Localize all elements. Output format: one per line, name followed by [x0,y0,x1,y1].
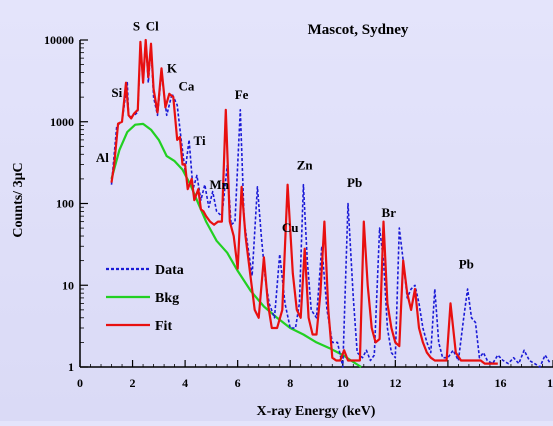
y-tick-label: 1000 [50,115,74,129]
peak-label: Si [111,85,122,100]
legend-label-bkg: Bkg [155,291,179,306]
peak-label: Cl [146,19,159,34]
annotations: Al Si S Cl KCa Ti Mn Fe Zn Cu Pb Br Pb [96,19,474,272]
series-line-bkg [110,122,362,368]
x-tick-label: 16 [494,376,506,390]
series-line-data [110,39,552,368]
x-axis-label: X-ray Energy (keV) [257,404,376,419]
axes: 0 2 4 6 8 10 12 14 16 18 1 10 100 1000 10000 [44,33,553,390]
y-tick-label: 10 [62,278,74,292]
y-axis-label: Counts/ 3μC [11,162,26,237]
y-tick-label: 100 [56,197,74,211]
peak-label: Br [382,205,397,220]
peak-label: Pb [459,257,474,272]
peak-label: Ca [178,79,194,94]
x-tick-label: 2 [130,376,136,390]
peak-label: Ti [194,133,206,148]
y-tick-label: 1 [68,360,74,374]
x-tick-label: 4 [182,376,188,390]
peak-label: S [133,19,140,34]
x-tick-label: 14 [442,376,454,390]
peak-label: Pb [347,175,362,190]
y-tick-label: 10000 [44,33,74,47]
chart-title: Mascot, Sydney [308,22,409,38]
peak-label: Al [96,150,109,165]
x-tick-label: 10 [337,376,349,390]
series-line-fit [110,38,498,365]
peak-label: Mn [210,177,230,192]
legend-label-data: Data [155,263,184,278]
legend: Data Bkg Fit [106,263,184,334]
peak-label: K [167,61,178,76]
legend-label-fit: Fit [155,319,172,334]
peak-label: Fe [235,87,249,102]
peak-label: Zn [297,158,314,173]
series-layer [110,38,552,368]
x-tick-label: 18 [547,376,553,390]
x-tick-label: 8 [287,376,293,390]
x-tick-label: 6 [235,376,241,390]
peak-label: Cu [282,220,299,235]
x-tick-label: 12 [389,376,401,390]
x-tick-label: 0 [77,376,83,390]
